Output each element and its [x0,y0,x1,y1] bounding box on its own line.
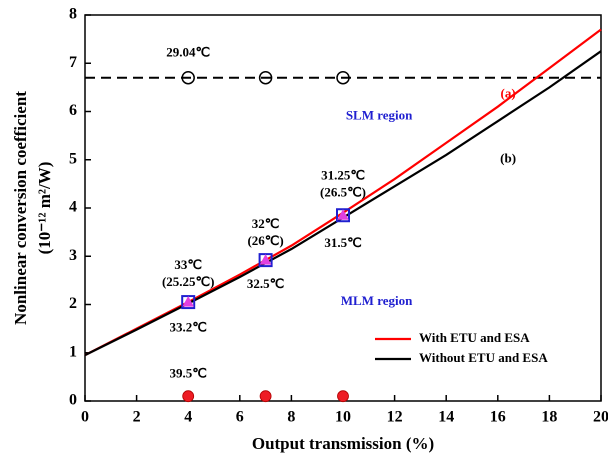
legend-label: With ETU and ESA [419,330,530,345]
annotation: 33℃ [174,257,202,272]
filled-circle-marker [337,390,349,403]
triangle-marker [182,296,195,307]
x-tick-label: 20 [593,409,608,426]
annotation: 31.25℃ [321,168,365,183]
annotation: 29.04℃ [166,45,210,60]
annotation: (26.5℃) [320,185,366,200]
annotation: (26℃) [247,233,283,248]
y-tick-label: 1 [69,343,77,360]
y-tick-label: 0 [69,392,77,409]
x-tick-label: 16 [490,409,506,426]
y-tick-label: 8 [69,6,77,23]
y-axis-label: Nonlinear conversion coefficient [11,91,30,325]
y-tick-label: 6 [69,102,77,119]
open-circle-marker [258,70,273,85]
y-tick-label: 4 [69,199,77,216]
x-tick-label: 8 [287,409,295,426]
x-tick-label: 10 [335,409,351,426]
annotation: (a) [501,86,516,101]
annotation: (b) [500,151,516,166]
filled-circle-marker [259,390,272,403]
series-line [84,50,602,357]
y-tick-label: 2 [69,295,77,312]
y-axis-label: (10⁻¹² m²/W) [35,162,54,255]
x-tick-label: 6 [236,409,244,426]
annotation: 33.2℃ [170,320,207,335]
annotation: 32.5℃ [247,276,284,291]
triangle-marker [337,209,349,220]
annotation: 31.5℃ [324,235,361,250]
x-tick-label: 0 [81,409,89,426]
x-tick-label: 2 [133,409,141,426]
annotation: 39.5℃ [170,365,207,380]
filled-circle-marker [182,390,195,403]
triangle-marker [259,254,272,265]
x-tick-label: 4 [184,409,192,426]
x-tick-label: 18 [541,409,557,426]
annotation: MLM region [341,293,413,308]
annotation: (25.25℃) [162,274,215,289]
open-circle-marker [336,70,350,85]
y-tick-label: 3 [69,247,77,264]
y-tick-label: 5 [69,150,77,167]
annotation: 32℃ [252,216,280,231]
x-axis-label: Output transmission (%) [252,434,434,453]
x-tick-label: 12 [387,409,403,426]
annotation: SLM region [346,107,413,122]
y-tick-label: 7 [69,54,77,71]
legend-label: Without ETU and ESA [419,350,548,365]
open-circle-marker [181,70,195,85]
x-tick-label: 14 [438,409,454,426]
